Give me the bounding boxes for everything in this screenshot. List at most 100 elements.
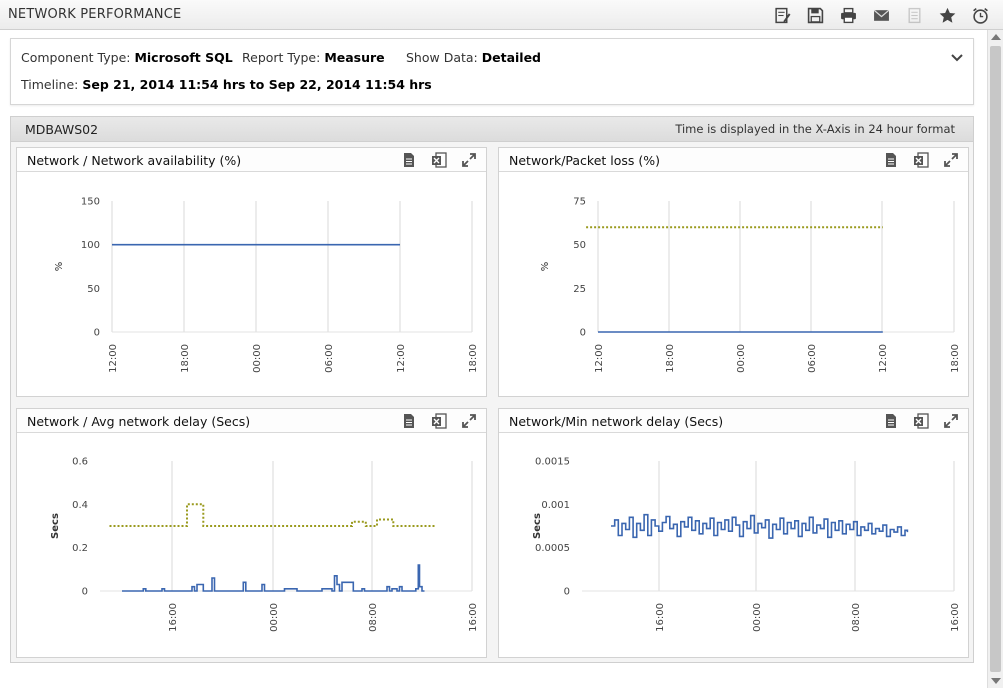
document-export-icon[interactable] xyxy=(400,151,418,169)
chart-panel-actions xyxy=(400,412,478,430)
chart-panel-header: Network / Network availability (%) xyxy=(17,148,486,172)
y-tick-label: 25 xyxy=(573,284,586,295)
y-tick-label: 75 xyxy=(573,197,586,208)
chart-panel-actions xyxy=(400,151,478,169)
x-tick-label: 08:00 xyxy=(368,603,379,632)
y-tick-label: 0.0015 xyxy=(535,457,570,468)
chart-panel-header: Network / Avg network delay (Secs) xyxy=(17,409,486,433)
chart-panel-actions xyxy=(882,412,960,430)
x-tick-label: 18:00 xyxy=(950,344,961,373)
chart-panel-header: Network/Packet loss (%) xyxy=(499,148,968,172)
timeline-field: Timeline: Sep 21, 2014 11:54 hrs to Sep … xyxy=(21,77,432,92)
report-filter-summary: Component Type: Microsoft SQL Report Typ… xyxy=(10,38,974,105)
scroll-down-arrow-icon[interactable] xyxy=(991,678,1001,684)
series-line xyxy=(122,564,425,592)
x-tick-label: 00:00 xyxy=(752,603,763,632)
show-data-field: Show Data: Detailed xyxy=(406,50,541,65)
favorite-star-icon[interactable] xyxy=(931,5,964,25)
y-tick-label: 50 xyxy=(87,284,100,295)
edit-report-icon[interactable] xyxy=(766,5,799,25)
chart-panel-title: Network/Min network delay (Secs) xyxy=(509,414,724,429)
excel-export-icon[interactable] xyxy=(430,151,448,169)
y-tick-label: 0.0005 xyxy=(535,543,570,554)
expand-icon[interactable] xyxy=(460,151,478,169)
component-type-label: Component Type: xyxy=(21,50,131,65)
y-tick-label: 0.2 xyxy=(72,543,88,554)
chart-panel-header: Network/Min network delay (Secs) xyxy=(499,409,968,433)
y-axis-label: % xyxy=(54,262,65,272)
vertical-scrollbar[interactable] xyxy=(987,30,1003,688)
y-axis-label: Secs xyxy=(532,513,543,539)
avg-network-delay-chart: 0 0.2 0.4 0.6 Secs 16:00 00:00 08:00 16:00 xyxy=(50,457,479,632)
x-tick-label: 12:00 xyxy=(878,344,889,373)
y-tick-label: 0 xyxy=(94,328,100,339)
x-axis-format-note: Time is displayed in the X-Axis in 24 ho… xyxy=(675,122,955,136)
server-section: MDBAWS02 Time is displayed in the X-Axis… xyxy=(10,116,974,663)
y-tick-label: 150 xyxy=(81,197,100,208)
chevron-down-icon[interactable] xyxy=(951,52,963,66)
email-icon[interactable] xyxy=(865,5,898,25)
y-tick-label: 0.6 xyxy=(72,457,88,468)
x-tick-label: 18:00 xyxy=(665,344,676,373)
min-network-delay-chart: 0 0.0005 0.001 0.0015 Secs 16:00 00:00 08:00 16:… xyxy=(532,457,961,632)
excel-export-icon[interactable] xyxy=(912,412,930,430)
server-name: MDBAWS02 xyxy=(25,122,99,137)
chart-panel-avg-network-delay: Network / Avg network delay (Secs) 0 0.2 0… xyxy=(16,408,487,658)
y-tick-label: 0 xyxy=(564,587,570,598)
scrollbar-thumb[interactable] xyxy=(990,46,1001,672)
expand-icon[interactable] xyxy=(460,412,478,430)
alarm-clock-icon[interactable] xyxy=(964,5,997,25)
y-tick-label: 50 xyxy=(573,240,586,251)
x-tick-label: 16:00 xyxy=(950,603,961,632)
timeline-value: Sep 21, 2014 11:54 hrs to Sep 22, 2014 1… xyxy=(82,77,432,92)
document-export-icon[interactable] xyxy=(400,412,418,430)
network-availability-chart: 0 50 100 150% 12:00 18:00 00:00 06:00 12:00 18:00 xyxy=(54,197,479,373)
x-tick-label: 18:00 xyxy=(180,344,191,373)
y-axis-label: % xyxy=(540,262,551,272)
save-icon[interactable] xyxy=(799,5,832,25)
x-tick-label: 12:00 xyxy=(594,344,605,373)
x-tick-label: 00:00 xyxy=(252,344,263,373)
component-type-field: Component Type: Microsoft SQL xyxy=(21,50,233,65)
chart-panel-actions xyxy=(882,151,960,169)
x-tick-label: 12:00 xyxy=(396,344,407,373)
x-tick-label: 16:00 xyxy=(168,603,179,632)
document-export-icon[interactable] xyxy=(882,151,900,169)
y-tick-label: 100 xyxy=(81,240,100,251)
show-data-label: Show Data: xyxy=(406,50,478,65)
component-type-value: Microsoft SQL xyxy=(134,50,233,65)
show-data-value: Detailed xyxy=(481,50,542,65)
y-tick-label: 0.4 xyxy=(72,500,88,511)
chart-panel-min-network-delay: Network/Min network delay (Secs) 0 0.0005… xyxy=(498,408,969,658)
excel-export-icon[interactable] xyxy=(430,412,448,430)
expand-icon[interactable] xyxy=(942,412,960,430)
timeline-label: Timeline: xyxy=(21,77,79,92)
expand-icon[interactable] xyxy=(942,151,960,169)
print-icon[interactable] xyxy=(832,5,865,25)
x-tick-label: 06:00 xyxy=(324,344,335,373)
report-toolbar xyxy=(766,5,997,25)
excel-export-icon[interactable] xyxy=(912,151,930,169)
report-header: NETWORK PERFORMANCE xyxy=(0,0,1003,30)
page-title: NETWORK PERFORMANCE xyxy=(8,7,182,22)
document-icon[interactable] xyxy=(898,5,931,25)
chart-panel-title: Network/Packet loss (%) xyxy=(509,153,661,168)
x-tick-label: 08:00 xyxy=(851,603,862,632)
chart-panel-network-availability: Network / Network availability (%) 0 50 10… xyxy=(16,147,487,397)
chart-panel-title: Network / Avg network delay (Secs) xyxy=(27,414,251,429)
x-tick-label: 16:00 xyxy=(468,603,479,632)
x-tick-label: 00:00 xyxy=(269,603,280,632)
x-tick-label: 18:00 xyxy=(468,344,479,373)
scroll-up-arrow-icon[interactable] xyxy=(991,34,1001,40)
threshold-line xyxy=(109,503,435,527)
document-export-icon[interactable] xyxy=(882,412,900,430)
y-tick-label: 0.001 xyxy=(541,500,570,511)
chart-panel-packet-loss: Network/Packet loss (%) 0 25 50 75% 12:00 18:… xyxy=(498,147,969,397)
x-tick-label: 00:00 xyxy=(736,344,747,373)
packet-loss-chart: 0 25 50 75% 12:00 18:00 00:00 06:00 12:00 18:00 xyxy=(540,197,961,373)
series-line xyxy=(611,513,909,539)
x-tick-label: 06:00 xyxy=(807,344,818,373)
x-tick-label: 16:00 xyxy=(655,603,666,632)
y-tick-label: 0 xyxy=(82,587,88,598)
y-tick-label: 0 xyxy=(580,328,586,339)
